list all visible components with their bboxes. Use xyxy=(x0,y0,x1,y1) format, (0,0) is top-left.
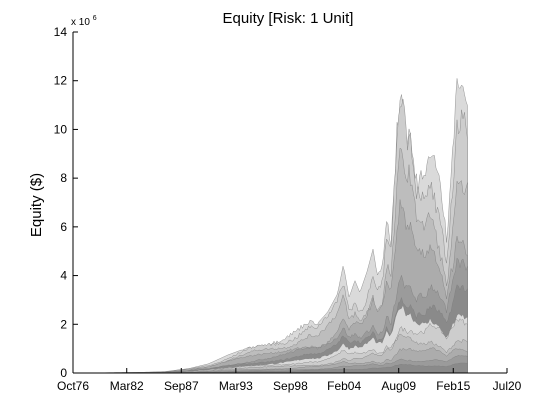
svg-text:x 10 6: x 10 6 xyxy=(71,15,97,28)
x-tick-label: Feb15 xyxy=(436,379,470,393)
x-tick-label: Jul20 xyxy=(493,379,522,393)
y-tick-label: 12 xyxy=(54,74,68,88)
x-tick-label: Sep87 xyxy=(164,379,199,393)
x-tick-label: Feb04 xyxy=(327,379,361,393)
y-axis-label: Equity ($) xyxy=(28,173,45,237)
x-tick-label: Sep98 xyxy=(273,379,308,393)
y-tick-label: 4 xyxy=(60,269,67,283)
chart-title: Equity [Risk: 1 Unit] xyxy=(223,10,354,27)
y-exponent-label: x 10 xyxy=(71,17,90,28)
y-tick-label: 0 xyxy=(60,366,67,380)
axes-layer: 0 2 4 6 8 10 12 14 Oct76 Mar82 Sep87 Mar93 Sep98 Feb0… xyxy=(54,25,522,393)
y-tick-label: 2 xyxy=(60,317,67,331)
x-tick-label: Aug09 xyxy=(381,379,416,393)
y-exponent-power: 6 xyxy=(93,15,97,22)
y-tick-label: 14 xyxy=(54,25,68,39)
x-tick-label: Mar82 xyxy=(110,379,144,393)
x-tick-label: Mar93 xyxy=(219,379,253,393)
y-tick-label: 6 xyxy=(60,220,67,234)
y-tick-label: 8 xyxy=(60,171,67,185)
x-tick-label: Oct76 xyxy=(57,379,89,393)
series-layer xyxy=(73,78,468,374)
y-tick-label: 10 xyxy=(54,122,68,136)
